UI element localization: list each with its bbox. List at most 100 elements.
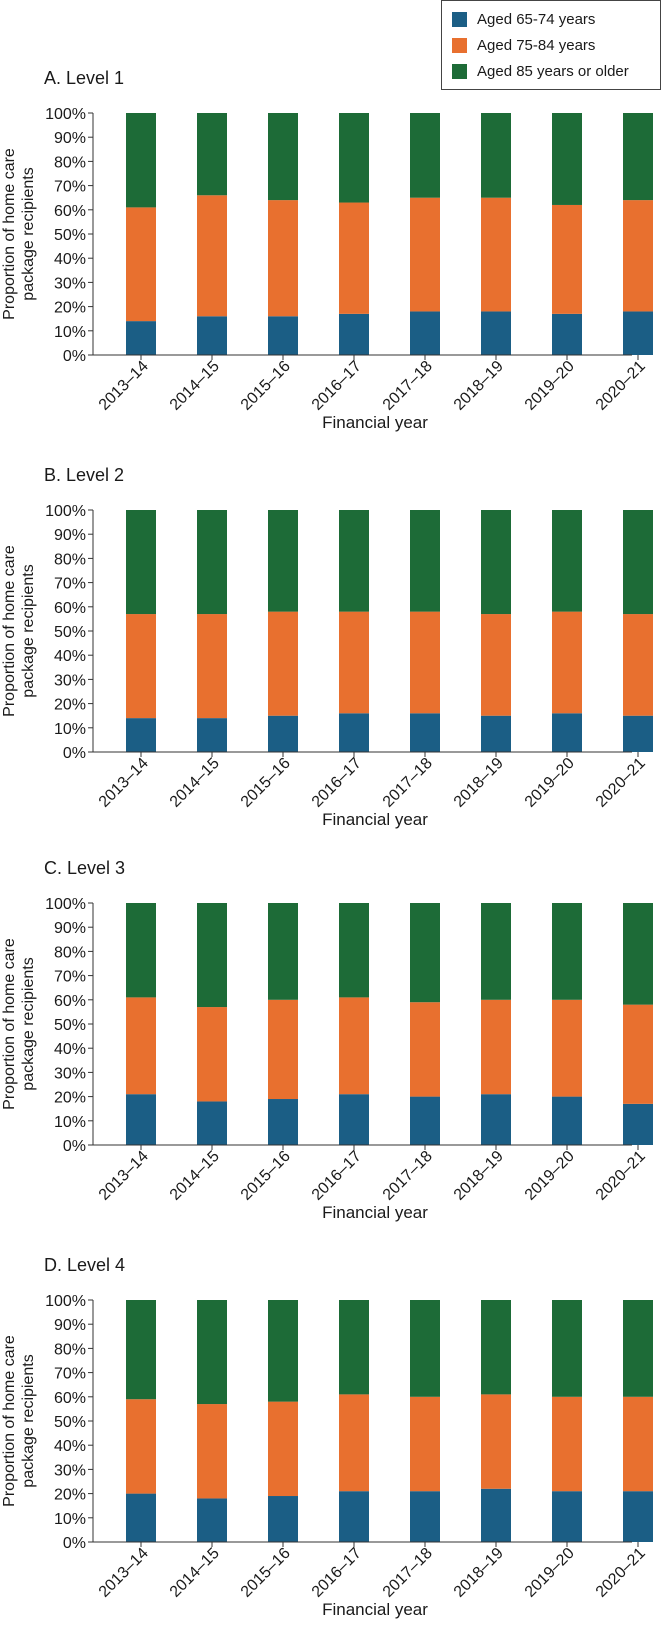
- chart-panel: D. Level 4 0% 10% 20% 30% 40% 50% 60% 70% 80% 90% 1…: [1, 1255, 653, 1619]
- x-tick-label: 2015–16: [238, 358, 294, 414]
- x-tick-label: 2018–19: [451, 755, 507, 811]
- y-tick-label: 30%: [54, 275, 86, 292]
- bar-segment: [481, 999, 511, 1095]
- y-axis-label-line: Proportion of home care: [1, 938, 18, 1110]
- bar-segment: [410, 611, 440, 714]
- bar-segment: [197, 1101, 227, 1145]
- bar-segment: [481, 113, 511, 198]
- bar-segment: [552, 903, 582, 1000]
- bar-segment: [197, 510, 227, 615]
- bar-segment: [623, 903, 653, 1005]
- y-tick-label: 80%: [54, 1341, 86, 1358]
- bar-segment: [197, 195, 227, 317]
- y-tick-label: 100%: [45, 503, 86, 520]
- y-axis-label: Proportion of home care package recipient…: [1, 148, 37, 320]
- bar-segment: [410, 1002, 440, 1097]
- y-tick-label: 10%: [54, 721, 86, 738]
- bar-segment: [339, 510, 369, 612]
- bar-segment: [126, 718, 156, 752]
- bar-segment: [268, 1496, 298, 1542]
- bar-segment: [268, 611, 298, 716]
- bar-segment: [339, 903, 369, 998]
- y-tick-label: 0%: [63, 1535, 86, 1552]
- x-tick-label: 2020–21: [593, 1148, 649, 1204]
- bar-segment: [481, 1394, 511, 1489]
- x-tick-label: 2017–18: [380, 1545, 436, 1601]
- bar-segment: [481, 1094, 511, 1145]
- x-tick-label: 2013–14: [96, 1545, 152, 1601]
- chart-panel: C. Level 3 0% 10% 20% 30% 40% 50% 60% 70% 80% 90% 1…: [1, 858, 653, 1222]
- y-axis-label-line: package recipients: [20, 167, 37, 300]
- legend-swatch-aged-75-84: [452, 37, 467, 53]
- legend-label-aged-65-74: Aged 65-74 years: [477, 10, 596, 28]
- legend-label-aged-75-84: Aged 75-84 years: [477, 36, 596, 54]
- legend-swatch-aged-65-74: [452, 11, 467, 27]
- bar-segment: [481, 903, 511, 1000]
- x-tick-label: 2020–21: [593, 358, 649, 414]
- y-tick-label: 50%: [54, 1017, 86, 1034]
- bar-segment: [126, 321, 156, 355]
- y-tick-label: 90%: [54, 527, 86, 544]
- x-tick-label: 2016–17: [309, 1545, 365, 1601]
- x-tick-label: 2016–17: [309, 755, 365, 811]
- bar-segment: [552, 204, 582, 314]
- bar-segment: [552, 611, 582, 714]
- bar-segment: [552, 1396, 582, 1492]
- bar-segment: [268, 1300, 298, 1402]
- chart-title: C. Level 3: [44, 858, 125, 878]
- bar-segment: [623, 1396, 653, 1492]
- bar-segment: [339, 713, 369, 752]
- bar-segment: [197, 1300, 227, 1405]
- y-tick-label: 30%: [54, 672, 86, 689]
- x-tick-label: 2019–20: [522, 1148, 578, 1204]
- chart-legend: Aged 65-74 years Aged 75-84 years Aged 8…: [441, 0, 661, 90]
- y-tick-label: 20%: [54, 1487, 86, 1504]
- y-tick-label: 60%: [54, 600, 86, 617]
- bar-segment: [268, 903, 298, 1000]
- y-tick-label: 10%: [54, 324, 86, 341]
- x-tick-label: 2019–20: [522, 755, 578, 811]
- bar-segment: [410, 1396, 440, 1492]
- y-tick-label: 0%: [63, 1138, 86, 1155]
- y-tick-label: 40%: [54, 648, 86, 665]
- x-tick-label: 2016–17: [309, 1148, 365, 1204]
- x-tick-label: 2017–18: [380, 358, 436, 414]
- x-tick-label: 2019–20: [522, 1545, 578, 1601]
- bar-segment: [481, 1300, 511, 1395]
- y-tick-label: 80%: [54, 154, 86, 171]
- bar-segment: [552, 999, 582, 1097]
- y-tick-label: 90%: [54, 920, 86, 937]
- y-tick-label: 80%: [54, 944, 86, 961]
- bar-segment: [126, 1399, 156, 1494]
- bar-segment: [126, 997, 156, 1095]
- y-tick-label: 20%: [54, 1090, 86, 1107]
- y-tick-label: 0%: [63, 348, 86, 365]
- bar-segment: [268, 999, 298, 1100]
- bar-segment: [268, 715, 298, 752]
- bar-segment: [126, 207, 156, 322]
- x-axis-label: Financial year: [322, 413, 428, 432]
- bar-segment: [126, 614, 156, 719]
- bar-segment: [339, 1394, 369, 1492]
- bar-segment: [481, 1488, 511, 1542]
- bar-segment: [126, 1094, 156, 1145]
- bar-segment: [268, 510, 298, 612]
- x-axis-label: Financial year: [322, 1600, 428, 1619]
- bar-segment: [197, 903, 227, 1008]
- bar-segment: [410, 510, 440, 612]
- bar-segment: [339, 997, 369, 1095]
- y-tick-label: 40%: [54, 251, 86, 268]
- y-tick-label: 100%: [45, 106, 86, 123]
- bar-segment: [552, 313, 582, 355]
- bar-segment: [410, 1096, 440, 1145]
- bar-segment: [410, 713, 440, 752]
- chart-panel: B. Level 2 0% 10% 20% 30% 40% 50% 60% 70% 80% 90% 1…: [1, 465, 653, 829]
- y-axis-label-line: package recipients: [20, 564, 37, 697]
- bar-segment: [268, 200, 298, 317]
- bar-segment: [197, 113, 227, 196]
- legend-item-aged-75-84: Aged 75-84 years: [452, 35, 595, 55]
- bar-segment: [126, 510, 156, 615]
- y-tick-label: 0%: [63, 745, 86, 762]
- bar-segment: [410, 1300, 440, 1397]
